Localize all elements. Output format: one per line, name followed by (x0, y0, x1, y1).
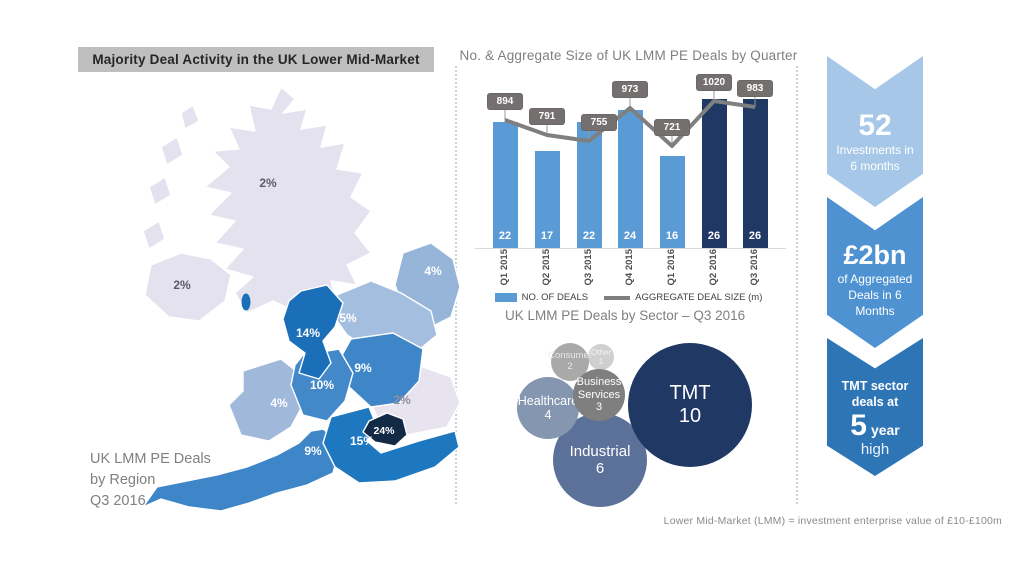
legend-label-deals: NO. OF DEALS (521, 292, 589, 303)
line-data-label: 755 (582, 115, 616, 130)
footnote: Lower Mid-Market (LMM) = investment ente… (663, 515, 1002, 527)
bar-q1-2016 (659, 156, 685, 248)
region-label-london: 24% (373, 425, 395, 437)
region-isle-of-man (241, 293, 251, 311)
region-label-north-west: 14% (296, 326, 320, 340)
region-label-east-midlands: 9% (354, 361, 372, 375)
line-data-label: 1020 (697, 75, 731, 90)
x-tick-label: Q1 2015 (499, 249, 510, 286)
bar-value-label: 26 (748, 230, 762, 242)
highlight-tmt-bigrow: 5 year (850, 408, 900, 442)
line-data-label: 983 (738, 81, 772, 96)
line-series-swatch (604, 295, 631, 300)
region-wales (228, 358, 306, 442)
x-tick-label: Q4 2015 (624, 249, 635, 286)
region-scotland-isles (148, 176, 172, 206)
highlight-aggregate-number: £2bn (843, 240, 907, 270)
region-label-wales: 4% (270, 396, 288, 410)
region-london (362, 412, 408, 447)
highlight-tmt-high: TMT sector deals at 5 year high (827, 338, 923, 476)
bar-q3-2016 (742, 99, 768, 248)
highlight-tmt-suffix: year (870, 421, 900, 438)
map-caption: UK LMM PE Deals by Region Q3 2016 (90, 451, 211, 510)
bar-value-label: 16 (665, 230, 679, 242)
region-scotland-isles (180, 104, 200, 130)
region-label-west-midlands: 10% (310, 378, 334, 392)
bubble-other: Other 1 (588, 344, 614, 370)
region-label-south-west: 9% (304, 444, 322, 458)
legend-label-aggregate: AGGREGATE DEAL SIZE (m) (635, 292, 763, 303)
highlight-investments-number: 52 (858, 109, 892, 142)
line-data-label: 721 (655, 120, 689, 135)
region-north-west (282, 284, 344, 380)
bar-series-swatch (494, 293, 517, 302)
bar-value-label: 26 (707, 230, 721, 242)
bubble-chart-title: UK LMM PE Deals by Sector – Q3 2016 (505, 308, 746, 323)
x-tick-label: Q2 2016 (708, 249, 719, 286)
x-tick-label: Q3 2016 (749, 249, 760, 286)
region-label-northern-ireland: 2% (173, 278, 191, 292)
bar-q4-2015 (617, 110, 643, 248)
x-tick-label: Q3 2015 (583, 249, 594, 286)
region-label-scotland: 2% (259, 176, 277, 190)
line-data-label: 791 (530, 109, 564, 124)
uk-region-map: 2% 2% 4% 5% 14% 9% 10% 4% 2% 24% 15% 9% (142, 86, 460, 512)
legend-item-aggregate: AGGREGATE DEAL SIZE (m) (604, 292, 762, 303)
bar-value-label: 22 (498, 230, 512, 242)
highlight-tmt-pre: TMT sector deals at (841, 379, 909, 410)
legend-item-deals: NO. OF DEALS (494, 292, 589, 303)
bar-chart-title: No. & Aggregate Size of UK LMM PE Deals … (459, 48, 798, 63)
highlight-investments-text: Investments in 6 months (836, 142, 914, 173)
x-tick-label: Q1 2016 (666, 249, 677, 286)
highlight-aggregate-value: £2bn of Aggregated Deals in 6 Months (827, 197, 923, 348)
x-tick-label: Q2 2015 (541, 249, 552, 286)
page-title: Majority Deal Activity in the UK Lower M… (78, 47, 434, 72)
bubble-tmt: TMT 10 (628, 343, 752, 467)
bar-value-label: 22 (582, 230, 596, 242)
chart-legend: NO. OF DEALS AGGREGATE DEAL SIZE (m) (457, 292, 800, 303)
highlight-tmt-number: 5 (850, 408, 867, 442)
region-scotland-isles (160, 136, 184, 166)
line-data-label: 894 (488, 94, 522, 109)
region-south-west (142, 428, 342, 512)
bubble-healthcare: Healthcare 4 (517, 377, 579, 439)
bubble-business-services: Business Services 3 (573, 369, 625, 421)
highlight-aggregate-text: of Aggregated Deals in 6 Months (837, 271, 913, 319)
x-axis-line (475, 248, 786, 249)
region-label-south-east: 15% (350, 434, 374, 448)
bar-q2-2016 (701, 99, 727, 248)
bar-value-label: 24 (623, 230, 637, 242)
deals-by-sector-chart: UK LMM PE Deals by Sector – Q3 2016 TMT 1… (455, 300, 800, 528)
region-yorkshire (332, 280, 438, 356)
region-northern-ireland (144, 252, 232, 322)
highlight-tmt-post: high (860, 440, 890, 458)
region-label-east-of-england: 2% (393, 393, 411, 407)
region-label-north-east: 4% (424, 264, 442, 278)
bar-value-label: 17 (540, 230, 554, 242)
separator-right (796, 66, 798, 504)
highlight-investments: 52 Investments in 6 months (827, 56, 923, 207)
bar-q2-2015 (534, 151, 560, 248)
deals-by-quarter-chart: No. & Aggregate Size of UK LMM PE Deals … (457, 48, 800, 360)
region-label-yorkshire: 5% (339, 311, 357, 325)
line-data-label: 973 (613, 82, 647, 97)
region-scotland-isles (142, 220, 166, 250)
